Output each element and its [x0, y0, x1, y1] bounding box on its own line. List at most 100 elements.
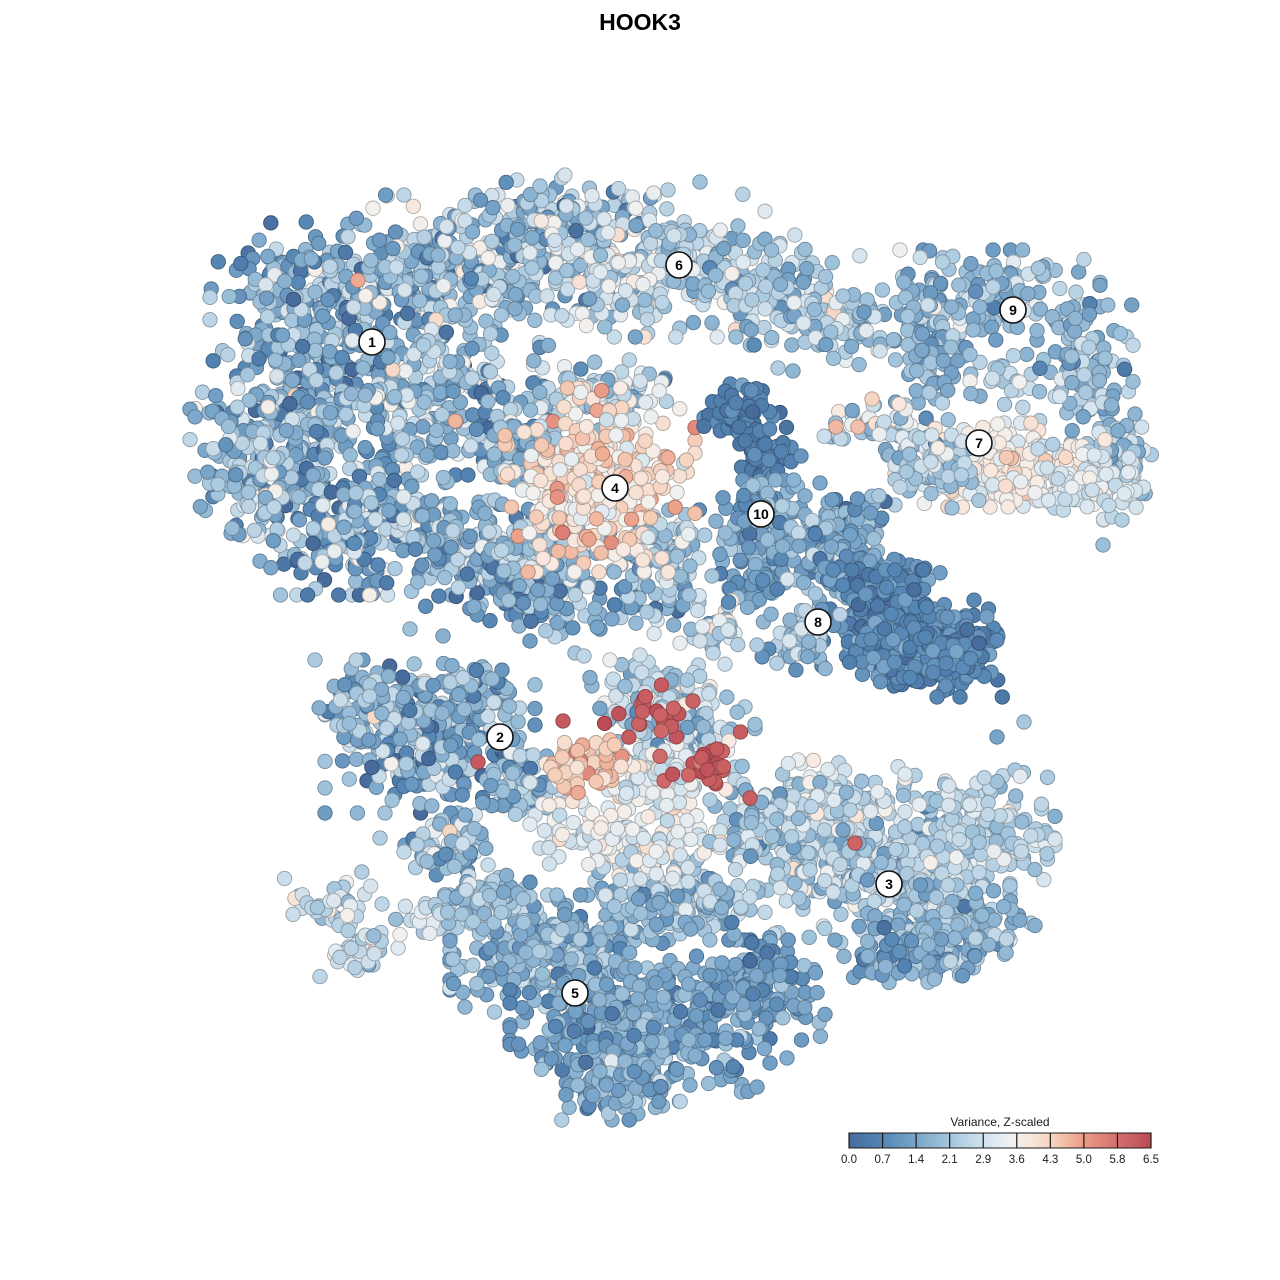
data-point [357, 288, 374, 304]
data-point [951, 277, 967, 293]
data-point [637, 292, 653, 308]
data-point [773, 443, 789, 460]
data-point [705, 645, 721, 661]
data-point [807, 526, 823, 542]
data-point [646, 625, 662, 642]
data-point [818, 336, 834, 353]
data-point [593, 383, 610, 399]
data-point [496, 563, 512, 579]
data-point [425, 533, 442, 549]
data-point [871, 488, 887, 504]
data-point [878, 579, 895, 596]
data-point [608, 427, 624, 443]
data-point [390, 415, 406, 431]
data-point [361, 587, 378, 603]
data-point [935, 353, 952, 369]
data-point [990, 416, 1006, 432]
data-point [732, 552, 748, 568]
data-point [1124, 297, 1140, 313]
data-point [843, 338, 860, 355]
data-point [1067, 323, 1083, 340]
data-point [187, 468, 203, 484]
data-point [377, 805, 393, 821]
data-point [515, 595, 532, 611]
data-point [322, 258, 338, 275]
data-point [527, 677, 543, 693]
data-point [1081, 306, 1098, 323]
data-point [322, 405, 339, 421]
data-point [669, 548, 685, 564]
data-point [628, 484, 644, 501]
data-point [985, 477, 1001, 493]
data-point [433, 444, 449, 460]
data-point [539, 288, 555, 304]
data-point [350, 272, 366, 289]
data-point [535, 550, 551, 567]
data-point [824, 254, 840, 271]
data-point [773, 551, 789, 567]
data-point [377, 187, 394, 203]
data-point [735, 232, 751, 248]
data-point [588, 511, 605, 527]
data-point [668, 329, 684, 345]
data-point [523, 447, 539, 464]
data-point [396, 187, 412, 203]
data-point [435, 278, 452, 294]
data-point [484, 345, 500, 361]
data-point [923, 355, 939, 371]
data-point [346, 535, 362, 551]
data-point [477, 505, 493, 521]
data-point [736, 487, 752, 504]
data-point [438, 324, 455, 340]
data-point [940, 468, 957, 485]
data-point [1015, 399, 1031, 415]
data-point [709, 329, 725, 345]
data-point [527, 312, 543, 328]
data-point [915, 562, 931, 578]
data-point [303, 251, 319, 267]
data-point [493, 542, 510, 558]
data-point [908, 383, 924, 399]
data-point [328, 365, 344, 381]
data-point [1110, 423, 1126, 439]
data-point [724, 265, 740, 282]
data-point [923, 454, 939, 470]
data-point [418, 598, 434, 614]
data-point [291, 489, 307, 505]
data-point [865, 650, 882, 666]
data-point [591, 564, 607, 580]
data-point [584, 188, 600, 204]
data-point [343, 386, 359, 402]
data-point [700, 283, 717, 299]
data-point [632, 373, 648, 389]
data-point [578, 210, 594, 226]
data-point [463, 270, 479, 287]
data-point [972, 299, 988, 315]
data-point [466, 599, 482, 615]
data-point [938, 678, 954, 694]
data-point [666, 617, 682, 633]
data-point [388, 259, 405, 275]
data-point [464, 340, 480, 357]
data-point [363, 495, 379, 511]
data-point [844, 562, 860, 578]
data-point [507, 286, 524, 303]
data-point [362, 530, 379, 547]
data-point [921, 385, 937, 401]
data-point [1125, 337, 1141, 353]
data-point [357, 387, 373, 403]
data-point [1091, 372, 1108, 389]
data-point [438, 218, 455, 235]
data-point [506, 237, 523, 253]
data-point [1125, 373, 1141, 390]
data-point [405, 198, 421, 215]
data-point [966, 592, 982, 608]
data-point [282, 396, 298, 412]
data-point [445, 383, 461, 399]
data-point [1081, 339, 1097, 355]
data-point [687, 505, 703, 521]
data-point [598, 412, 615, 428]
data-point [442, 353, 458, 370]
data-point [482, 326, 499, 342]
data-point [525, 485, 541, 501]
